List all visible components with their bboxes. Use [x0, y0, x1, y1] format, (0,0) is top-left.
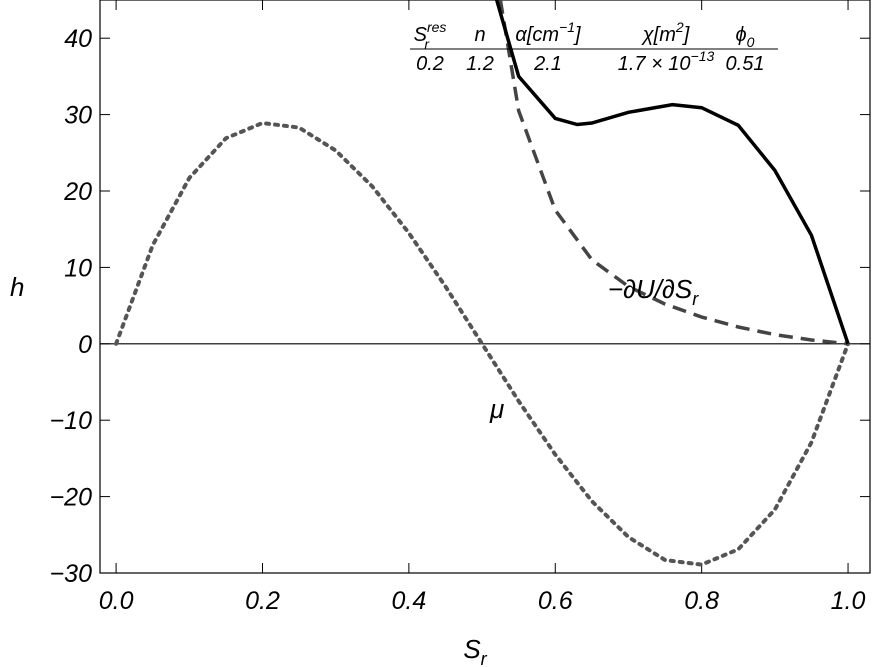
y-tick-label: −20: [50, 484, 93, 512]
cell-base: 0.2: [416, 53, 444, 75]
curve-solid: [495, 0, 850, 345]
curve-dashed: [498, 0, 849, 346]
x-tick-label: 0.6: [538, 587, 573, 615]
dU-label: −∂U/∂Sr: [608, 274, 699, 309]
cell-sup: −13: [691, 48, 715, 64]
table-cell: n: [474, 24, 485, 46]
table-cell: 1.2: [466, 53, 494, 75]
x-tick-label: 0.8: [684, 587, 719, 615]
y-tick-label: −10: [50, 407, 93, 435]
cell-sub: 0: [747, 34, 755, 50]
cell-base: n: [474, 24, 485, 46]
x-tick-label: 1.0: [831, 587, 866, 615]
table-cell: 0.2: [416, 53, 444, 75]
cell-tail: ]: [573, 24, 581, 46]
dU-label-sub: r: [692, 289, 699, 309]
table-cell: ϕ0: [736, 24, 755, 50]
y-axis-label: h: [10, 272, 24, 302]
cell-base: ϕ: [736, 24, 747, 46]
cell-base: 1.2: [466, 53, 494, 75]
cell-base: 1.7 × 10: [618, 53, 691, 75]
table-cell: χ[m2]: [641, 19, 690, 46]
table-cell: Sres r: [414, 19, 447, 52]
x-label-sub: r: [481, 649, 488, 667]
y-tick-label: 20: [63, 178, 92, 206]
cell-sup: 2: [675, 19, 684, 35]
plot-frame: [99, 0, 871, 574]
cell-base: α[cm: [515, 24, 559, 46]
x-axis-label: Sr: [463, 634, 487, 667]
table-cell: α[cm−1]: [515, 19, 581, 46]
cell-base: 0.51: [726, 53, 765, 75]
mu-label: μ: [489, 394, 504, 424]
cell-base: 2.1: [533, 53, 562, 75]
table-cell: 1.7 × 10−13: [618, 48, 715, 75]
table-cell: 2.1: [533, 53, 562, 75]
cell-sub: r: [424, 36, 430, 52]
cell-sup: −1: [559, 19, 575, 35]
cell-base: χ[m: [641, 24, 676, 46]
y-tick-label: 0: [78, 331, 92, 359]
y-tick-label: 30: [64, 102, 92, 130]
y-tick-label: 10: [64, 254, 92, 282]
cell-base: S: [414, 24, 428, 46]
table-cell: 0.51: [726, 53, 765, 75]
x-label-text: S: [463, 634, 481, 664]
x-tick-label: 0.2: [245, 587, 280, 615]
dU-label-text: −∂U/∂S: [608, 274, 693, 304]
y-tick-label: 40: [64, 25, 92, 53]
cell-sup: res: [427, 19, 446, 35]
curve-dotted: [114, 120, 851, 567]
cell-tail: ]: [682, 24, 690, 46]
x-tick-label: 0.0: [99, 587, 134, 615]
x-tick-label: 0.4: [391, 587, 426, 615]
y-tick-label: −30: [50, 560, 93, 588]
